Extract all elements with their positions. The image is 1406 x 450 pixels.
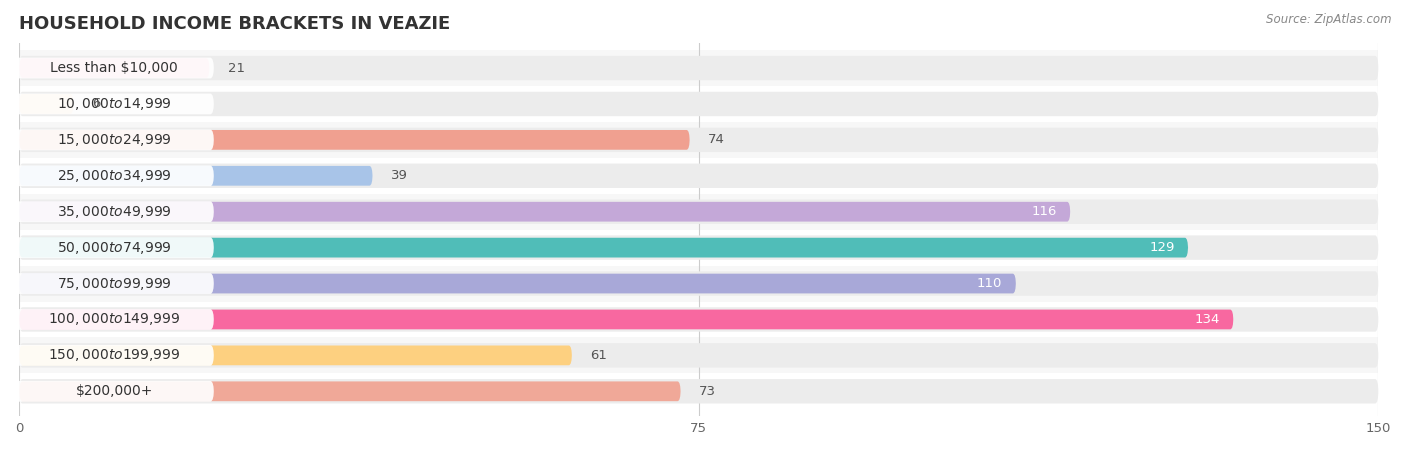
Text: 73: 73 [699,385,716,398]
FancyBboxPatch shape [20,379,1378,404]
FancyBboxPatch shape [20,166,373,186]
FancyBboxPatch shape [20,235,1378,260]
FancyBboxPatch shape [14,130,214,150]
FancyBboxPatch shape [20,56,1378,80]
Text: $150,000 to $199,999: $150,000 to $199,999 [48,347,180,364]
FancyBboxPatch shape [14,166,214,186]
Text: 74: 74 [707,133,724,146]
FancyBboxPatch shape [20,94,73,114]
Text: 110: 110 [977,277,1002,290]
Text: 61: 61 [591,349,607,362]
Bar [20,158,1378,194]
FancyBboxPatch shape [14,345,214,366]
Text: $50,000 to $74,999: $50,000 to $74,999 [56,240,172,256]
FancyBboxPatch shape [14,58,214,78]
FancyBboxPatch shape [20,164,1378,188]
Text: 6: 6 [91,98,100,110]
Text: $25,000 to $34,999: $25,000 to $34,999 [56,168,172,184]
Bar [20,374,1378,409]
Text: $35,000 to $49,999: $35,000 to $49,999 [56,204,172,220]
Text: $200,000+: $200,000+ [76,384,153,398]
Bar [20,122,1378,158]
FancyBboxPatch shape [20,307,1378,332]
Bar [20,338,1378,374]
Text: $100,000 to $149,999: $100,000 to $149,999 [48,311,180,328]
FancyBboxPatch shape [20,382,681,401]
FancyBboxPatch shape [14,94,214,114]
Text: $75,000 to $99,999: $75,000 to $99,999 [56,275,172,292]
FancyBboxPatch shape [14,201,214,222]
Bar [20,50,1378,86]
Bar [20,266,1378,302]
Text: 39: 39 [391,169,408,182]
FancyBboxPatch shape [20,202,1070,221]
FancyBboxPatch shape [20,128,1378,152]
Text: $10,000 to $14,999: $10,000 to $14,999 [56,96,172,112]
FancyBboxPatch shape [14,309,214,330]
Bar [20,302,1378,338]
Text: 116: 116 [1031,205,1057,218]
FancyBboxPatch shape [20,310,1233,329]
FancyBboxPatch shape [14,237,214,258]
Text: HOUSEHOLD INCOME BRACKETS IN VEAZIE: HOUSEHOLD INCOME BRACKETS IN VEAZIE [20,15,450,33]
Text: 21: 21 [228,62,245,75]
Bar [20,194,1378,230]
FancyBboxPatch shape [20,346,572,365]
FancyBboxPatch shape [14,273,214,294]
FancyBboxPatch shape [20,343,1378,368]
Text: Source: ZipAtlas.com: Source: ZipAtlas.com [1267,14,1392,27]
FancyBboxPatch shape [20,271,1378,296]
FancyBboxPatch shape [20,130,690,150]
FancyBboxPatch shape [20,199,1378,224]
FancyBboxPatch shape [20,238,1188,257]
Bar [20,86,1378,122]
Text: $15,000 to $24,999: $15,000 to $24,999 [56,132,172,148]
Text: 134: 134 [1194,313,1220,326]
Bar [20,230,1378,266]
FancyBboxPatch shape [20,58,209,78]
Text: Less than $10,000: Less than $10,000 [51,61,179,75]
FancyBboxPatch shape [20,274,1017,293]
FancyBboxPatch shape [14,381,214,402]
Text: 129: 129 [1149,241,1174,254]
FancyBboxPatch shape [20,92,1378,116]
